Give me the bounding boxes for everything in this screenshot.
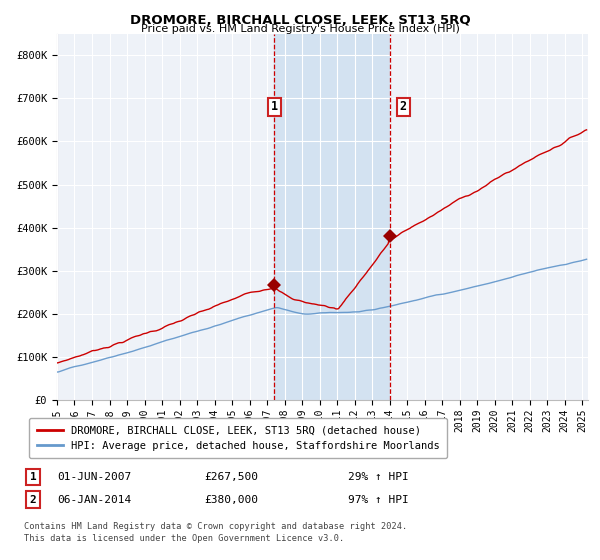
Text: 29% ↑ HPI: 29% ↑ HPI bbox=[348, 472, 409, 482]
Text: This data is licensed under the Open Government Licence v3.0.: This data is licensed under the Open Gov… bbox=[24, 534, 344, 543]
Text: £267,500: £267,500 bbox=[204, 472, 258, 482]
Text: 97% ↑ HPI: 97% ↑ HPI bbox=[348, 494, 409, 505]
Text: 06-JAN-2014: 06-JAN-2014 bbox=[57, 494, 131, 505]
Text: Contains HM Land Registry data © Crown copyright and database right 2024.: Contains HM Land Registry data © Crown c… bbox=[24, 522, 407, 531]
Text: DROMORE, BIRCHALL CLOSE, LEEK, ST13 5RQ: DROMORE, BIRCHALL CLOSE, LEEK, ST13 5RQ bbox=[130, 14, 470, 27]
Text: 01-JUN-2007: 01-JUN-2007 bbox=[57, 472, 131, 482]
Text: 2: 2 bbox=[400, 100, 407, 114]
Text: 1: 1 bbox=[271, 100, 278, 114]
Text: Price paid vs. HM Land Registry's House Price Index (HPI): Price paid vs. HM Land Registry's House … bbox=[140, 24, 460, 34]
Legend: DROMORE, BIRCHALL CLOSE, LEEK, ST13 5RQ (detached house), HPI: Average price, de: DROMORE, BIRCHALL CLOSE, LEEK, ST13 5RQ … bbox=[29, 418, 447, 458]
Text: 1: 1 bbox=[29, 472, 37, 482]
Bar bbox=[274, 34, 389, 400]
Text: £380,000: £380,000 bbox=[204, 494, 258, 505]
Text: 2: 2 bbox=[29, 494, 37, 505]
